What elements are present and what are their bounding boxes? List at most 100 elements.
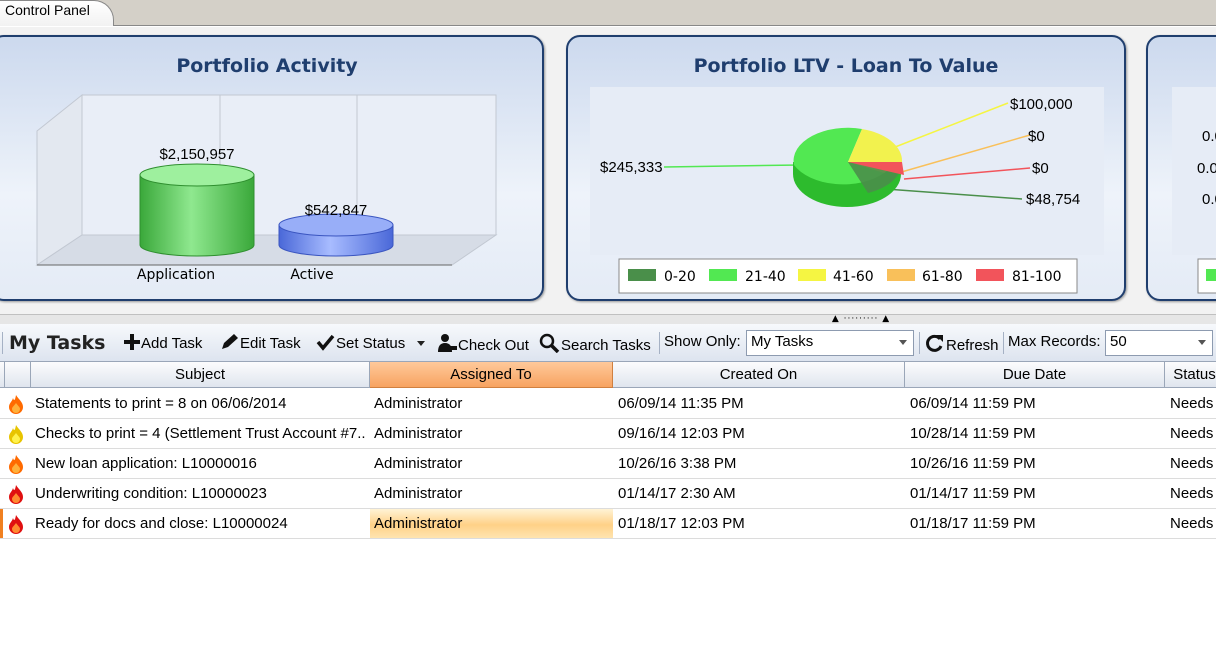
user-checkout-icon (438, 334, 457, 352)
table-row[interactable]: Checks to print = 4 (Settlement Trust Ac… (0, 419, 1216, 449)
chevron-down-icon (1198, 340, 1206, 345)
cell-assigned-to: Administrator (374, 425, 463, 442)
leader-line-41-60 (889, 102, 1009, 150)
portfolio-ltv-chart: $245,333 $100,000 $0 $0 $48,754 0-20 21-… (590, 87, 1104, 294)
legend-21-40: 21-40 (745, 269, 786, 285)
table-row[interactable]: Statements to print = 8 on 06/06/2014 Adm… (0, 389, 1216, 419)
cell-created-on: 10/26/16 3:38 PM (618, 455, 737, 472)
row-indicator-header (0, 362, 5, 388)
cell-created-on: 01/18/17 12:03 PM (618, 515, 745, 532)
legend-0-20: 0-20 (664, 269, 696, 285)
cell-assigned-to: Administrator (370, 509, 613, 538)
portfolio-activity-chart: $2,150,957 $542,847 Application Active (35, 93, 498, 283)
search-icon (539, 333, 560, 354)
cell-created-on: 06/09/14 11:35 PM (618, 395, 744, 412)
table-row[interactable]: Ready for docs and close: L10000024 Admin… (0, 509, 1216, 539)
cell-assigned-to: Administrator (374, 395, 463, 412)
third-chart: 0.0 0.0 0.0 (1172, 87, 1216, 294)
bar-application (139, 163, 255, 257)
table-row[interactable]: New loan application: L10000016 Administr… (0, 449, 1216, 479)
set-status-label: Set Status (336, 335, 406, 352)
cell-due-date: 06/09/14 11:59 PM (910, 395, 1036, 412)
flame-red-icon (9, 515, 23, 534)
dropdown-arrow-icon (417, 341, 426, 346)
cell-status: Needs ... (1170, 455, 1216, 472)
cell-due-date: 10/26/16 11:59 PM (910, 455, 1036, 472)
leader-line-81-100 (903, 167, 1031, 180)
leader-line-0-20 (885, 188, 1023, 200)
cell-status: Needs ... (1170, 485, 1216, 502)
flame-yellow-icon (9, 425, 23, 444)
plus-icon (124, 334, 140, 350)
cell-subject: Underwriting condition: L10000023 (35, 485, 267, 502)
cell-due-date: 01/18/17 11:59 PM (910, 515, 1036, 532)
slice-label-21-40: $245,333 (600, 159, 663, 176)
tasks-toolbar: My Tasks Add Task Edit Task Set Status C… (0, 324, 1216, 362)
third-chart-label-2: 0.0 (1197, 160, 1216, 177)
tab-control-panel[interactable]: Control Panel (0, 0, 114, 26)
icon-column-header[interactable] (5, 362, 31, 388)
column-header-subject[interactable]: Subject (31, 362, 370, 388)
pie-slice-41-60 (848, 129, 903, 162)
ltv-legend: 0-20 21-40 41-60 61-80 81-100 (618, 258, 1078, 294)
add-task-button[interactable]: Add Task (123, 333, 202, 352)
legend-41-60: 41-60 (833, 269, 874, 285)
cell-subject: New loan application: L10000016 (35, 455, 257, 472)
cell-subject: Checks to print = 4 (Settlement Trust Ac… (35, 425, 367, 442)
refresh-label: Refresh (946, 337, 999, 354)
portfolio-activity-panel: Portfolio Activity $2,150,957 (0, 35, 544, 301)
splitter-grip-icon[interactable]: ▲ ········· ▲ (831, 314, 891, 324)
cell-subject: Statements to print = 8 on 06/06/2014 (35, 395, 287, 412)
max-records-label: Max Records: (1008, 333, 1101, 350)
column-header-status[interactable]: Status (1165, 362, 1216, 388)
column-header-due-date[interactable]: Due Date (905, 362, 1165, 388)
legend-81-100: 81-100 (1012, 269, 1062, 285)
column-header-created-on[interactable]: Created On (613, 362, 905, 388)
category-label-application: Application (137, 267, 215, 283)
category-label-active: Active (290, 267, 333, 283)
cell-due-date: 10/28/14 11:59 PM (910, 425, 1036, 442)
pencil-icon (222, 334, 238, 349)
show-only-select[interactable]: My Tasks (746, 330, 914, 356)
column-header-assigned-to[interactable]: Assigned To (370, 362, 613, 388)
refresh-button[interactable]: Refresh (924, 333, 999, 354)
max-records-select[interactable]: 50 (1105, 330, 1213, 356)
portfolio-ltv-title: Portfolio LTV - Loan To Value (693, 55, 999, 77)
cell-subject: Ready for docs and close: L10000024 (35, 515, 288, 532)
table-row[interactable]: Underwriting condition: L10000023 Adminis… (0, 479, 1216, 509)
third-chart-label-3: 0.0 (1202, 191, 1216, 208)
cell-assigned-to: Administrator (374, 455, 463, 472)
check-out-label: Check Out (458, 337, 529, 354)
third-chart-panel: 0.0 0.0 0.0 (1146, 35, 1216, 301)
checkmark-icon (316, 334, 335, 351)
check-out-button[interactable]: Check Out (436, 333, 529, 354)
cell-created-on: 09/16/14 12:03 PM (618, 425, 745, 442)
edit-task-button[interactable]: Edit Task (220, 333, 301, 352)
flame-red-icon (9, 485, 23, 504)
slice-label-41-60: $100,000 (1010, 96, 1073, 113)
chevron-down-icon (899, 340, 907, 345)
tasks-grid: Subject Assigned To Created On Due Date … (0, 362, 1216, 647)
my-tasks-title: My Tasks (9, 332, 106, 354)
set-status-button[interactable]: Set Status (316, 333, 427, 352)
cell-created-on: 01/14/17 2:30 AM (618, 485, 736, 502)
value-label-application: $2,150,957 (159, 146, 234, 163)
flame-orange-icon (9, 455, 23, 474)
tab-strip: Control Panel (0, 0, 1216, 26)
pie-slice-81-100 (848, 162, 904, 175)
dashboard-area: Portfolio Activity $2,150,957 (0, 27, 1216, 314)
bar-active (278, 213, 394, 257)
cell-status: Needs ... (1170, 515, 1216, 532)
search-tasks-button[interactable]: Search Tasks (539, 333, 651, 354)
panel-splitter[interactable]: ▲ ········· ▲ (0, 314, 1216, 324)
third-chart-label-1: 0.0 (1202, 128, 1216, 145)
slice-label-0-20: $48,754 (1026, 191, 1080, 208)
cell-status: Needs ... (1170, 395, 1216, 412)
add-task-label: Add Task (141, 335, 203, 352)
flame-orange-icon (9, 395, 23, 414)
legend-61-80: 61-80 (922, 269, 963, 285)
slice-label-81-100: $0 (1032, 160, 1049, 177)
row-selected-indicator (0, 509, 3, 538)
portfolio-ltv-panel: Portfolio LTV - Loan To Value $245,333 $… (566, 35, 1126, 301)
search-tasks-label: Search Tasks (561, 337, 651, 354)
